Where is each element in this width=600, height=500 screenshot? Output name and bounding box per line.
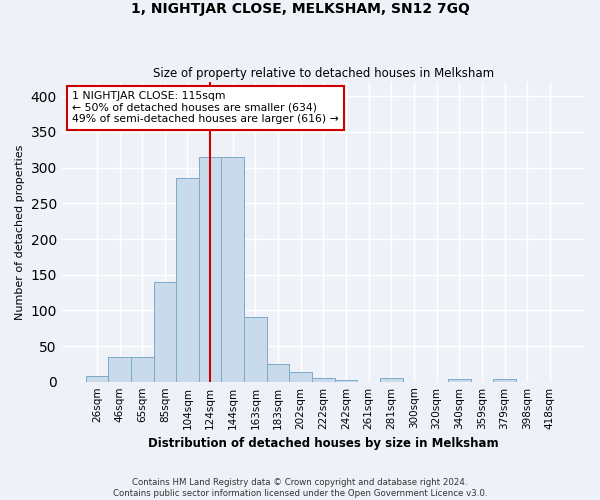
Text: 1, NIGHTJAR CLOSE, MELKSHAM, SN12 7GQ: 1, NIGHTJAR CLOSE, MELKSHAM, SN12 7GQ — [131, 2, 469, 16]
Text: Contains HM Land Registry data © Crown copyright and database right 2024.
Contai: Contains HM Land Registry data © Crown c… — [113, 478, 487, 498]
Bar — [86, 376, 108, 382]
Bar — [199, 157, 221, 382]
Y-axis label: Number of detached properties: Number of detached properties — [15, 144, 25, 320]
Bar — [221, 157, 244, 382]
Bar — [493, 379, 516, 382]
Title: Size of property relative to detached houses in Melksham: Size of property relative to detached ho… — [153, 66, 494, 80]
Bar — [289, 372, 312, 382]
Bar — [380, 378, 403, 382]
Bar — [176, 178, 199, 382]
Bar — [335, 380, 358, 382]
Bar — [267, 364, 289, 382]
Bar — [154, 282, 176, 382]
Text: 1 NIGHTJAR CLOSE: 115sqm
← 50% of detached houses are smaller (634)
49% of semi-: 1 NIGHTJAR CLOSE: 115sqm ← 50% of detach… — [72, 91, 339, 124]
Bar — [131, 356, 154, 382]
Bar — [448, 379, 470, 382]
Bar — [108, 356, 131, 382]
X-axis label: Distribution of detached houses by size in Melksham: Distribution of detached houses by size … — [148, 437, 499, 450]
Bar — [312, 378, 335, 382]
Bar — [244, 318, 267, 382]
